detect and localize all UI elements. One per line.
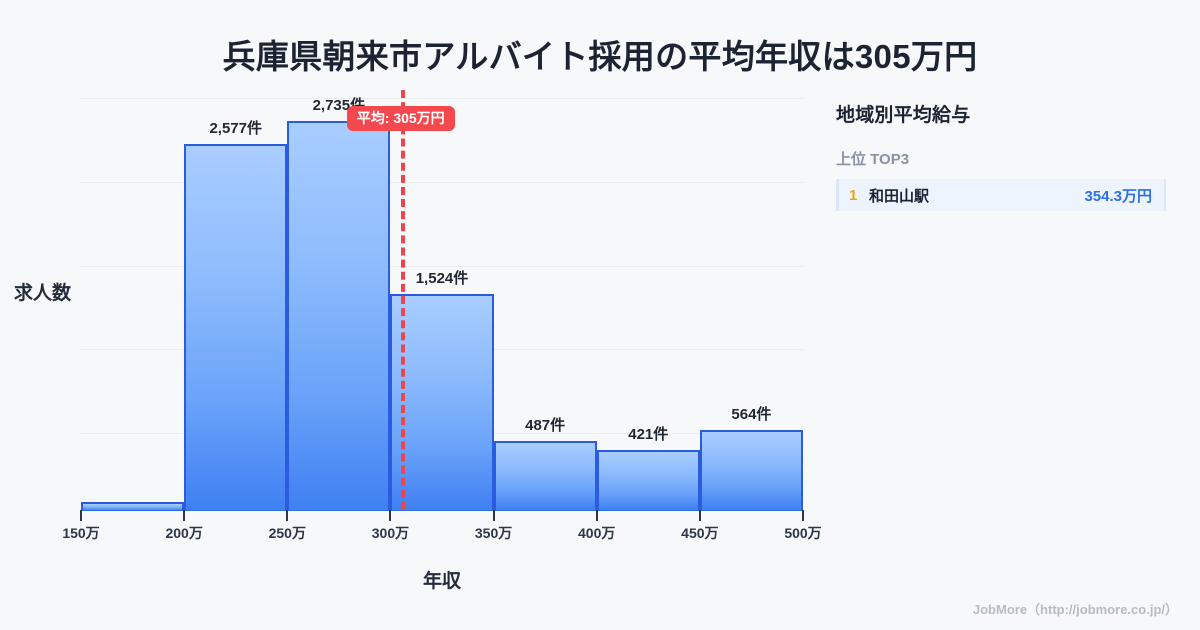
x-axis-tick [595, 510, 598, 521]
rank-area-name: 和田山駅 [869, 187, 930, 205]
x-axis-tick [286, 510, 289, 521]
y-axis-title: 求人数 [14, 283, 72, 304]
x-axis-tick [183, 510, 186, 521]
x-axis-tick-label: 200万 [165, 525, 203, 541]
bar-value-label: 421件 [628, 426, 669, 444]
histogram-bar [596, 450, 700, 510]
average-line [400, 90, 405, 510]
x-axis-tick-label: 400万 [578, 525, 616, 541]
page-title: 兵庫県朝来市アルバイト採用の平均年収は305万円 [222, 38, 978, 75]
bar-value-label: 487件 [525, 416, 566, 434]
x-axis-tick-label: 300万 [371, 525, 410, 541]
average-badge: 平均: 305万円 [346, 106, 455, 132]
x-axis-tick [802, 510, 804, 521]
x-axis-baseline [81, 509, 803, 511]
x-axis-tick [80, 510, 82, 521]
x-axis-tick [698, 510, 701, 521]
gridline [81, 266, 803, 267]
panel-subheading: 上位 TOP3 [836, 151, 910, 168]
footer-credit: JobMore（http://jobmore.co.jp/） [972, 602, 1178, 617]
region-salary-panel: 地域別平均給与 上位 TOP3 1 和田山駅 354.3万円 [836, 100, 1166, 211]
histogram-bar [287, 121, 391, 510]
x-axis-tick-label: 250万 [268, 525, 306, 541]
histogram-bar [390, 293, 494, 510]
bar-value-label: 564件 [731, 405, 772, 423]
histogram-bar [493, 440, 597, 510]
rank-list: 1 和田山駅 354.3万円 [836, 179, 1166, 211]
rank-salary-value: 354.3万円 [1084, 187, 1152, 205]
gridline [81, 98, 803, 99]
x-axis-tick-label: 350万 [474, 525, 513, 541]
x-axis-title: 年収 [422, 571, 461, 592]
histogram-bar [184, 143, 288, 510]
plot-area: 2,577件 2,735件 1,524件 487件 421件 564件 [81, 90, 803, 511]
x-axis-tick [492, 510, 495, 521]
bar-value-label: 1,524件 [415, 269, 469, 287]
x-axis-tick-label: 150万 [62, 525, 100, 541]
rank-row[interactable]: 1 和田山駅 354.3万円 [836, 179, 1166, 211]
x-axis-tick-label: 450万 [681, 525, 719, 541]
histogram-bar [699, 429, 803, 510]
histogram-bar [81, 502, 185, 510]
panel-heading: 地域別平均給与 [836, 105, 971, 126]
x-axis-tick [389, 510, 392, 521]
histogram-chart: 求人数 2,577件 2,735件 1,524件 487件 421件 564件 150万 2… [14, 90, 822, 592]
rank-number: 1 [849, 186, 858, 204]
x-axis-tick-label: 500万 [784, 525, 822, 541]
bar-value-label: 2,577件 [209, 119, 262, 137]
gridline [81, 182, 803, 183]
